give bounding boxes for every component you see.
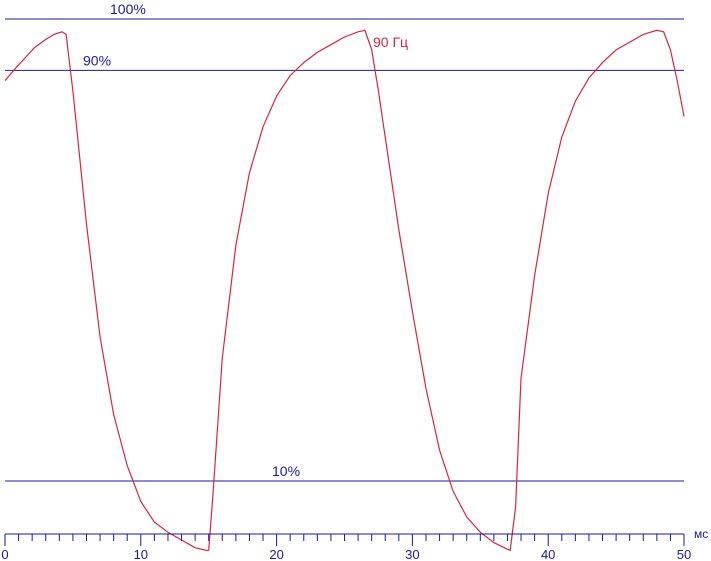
reference-label-10: 10% — [272, 463, 300, 479]
x-tick-label: 30 — [405, 547, 419, 561]
reference-label-90: 90% — [83, 52, 111, 68]
x-tick-label: 20 — [269, 547, 283, 561]
reference-labels: 100% 90% 10% — [83, 1, 300, 479]
reference-label-100: 100% — [110, 1, 146, 17]
x-axis-tick-labels: 0 10 20 30 40 50 — [1, 547, 691, 561]
series-line-90hz — [4, 29, 685, 552]
x-tick-label: 50 — [677, 547, 691, 561]
x-axis-ticks — [4, 534, 685, 546]
x-tick-label: 0 — [1, 547, 8, 561]
x-axis-unit-label: мс — [694, 527, 708, 541]
x-tick-label: 10 — [134, 547, 148, 561]
series-label: 90 Гц — [373, 34, 408, 50]
reference-lines — [5, 18, 684, 482]
x-tick-label: 40 — [541, 547, 555, 561]
